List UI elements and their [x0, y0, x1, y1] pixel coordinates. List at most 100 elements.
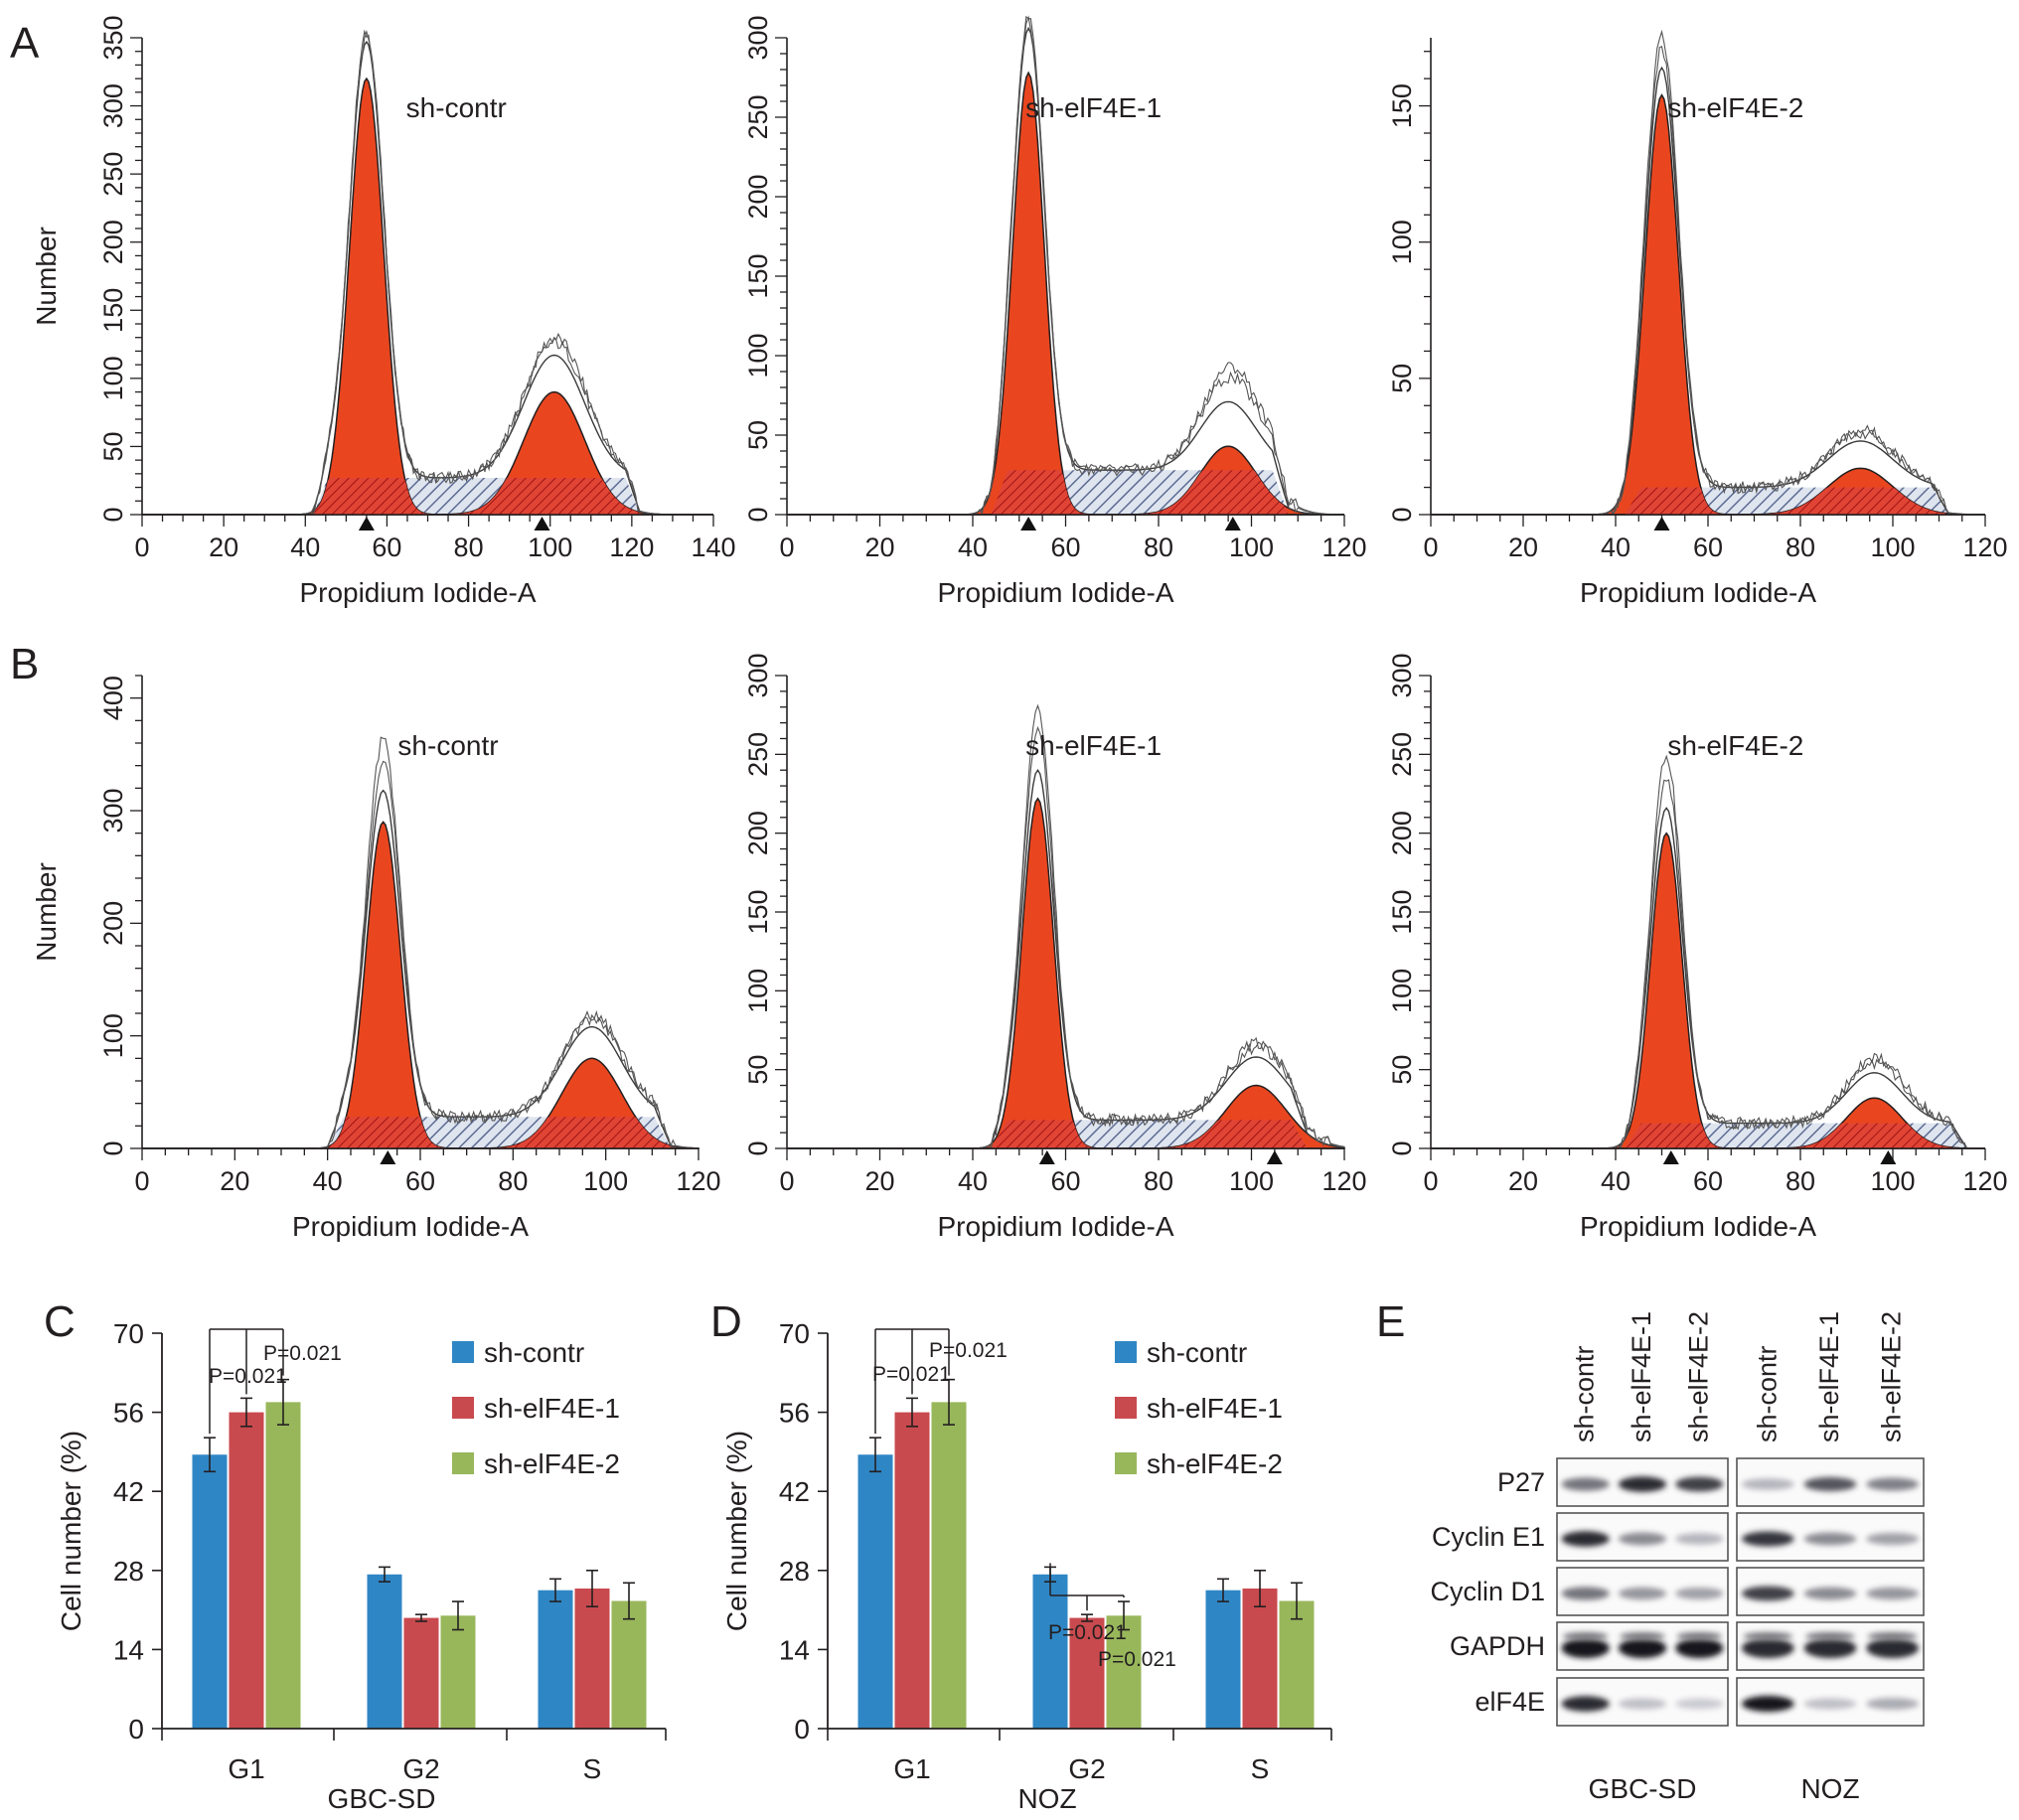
category-label: G1 — [228, 1753, 264, 1784]
blot-band — [1561, 1531, 1610, 1547]
blot-panel-elF4E — [1736, 1677, 1925, 1727]
bar-S-sh-elF4E-2 — [611, 1600, 647, 1729]
blot-row-label: P27 — [1497, 1467, 1545, 1497]
x-tick-label: 60 — [1050, 1166, 1080, 1196]
g2-overlap-hatch — [787, 1120, 1344, 1148]
blot-band — [1675, 1698, 1724, 1710]
x-axis-label: Propidium Iodide-A — [937, 577, 1173, 608]
lane-label: sh-elF4E-1 — [1814, 1311, 1844, 1442]
y-tick-label: 150 — [1387, 83, 1417, 128]
bar-G2-sh-elF4E-1 — [1069, 1617, 1105, 1729]
blot-group-label: GBC-SD — [1589, 1773, 1697, 1804]
y-tick-label: 70 — [113, 1318, 144, 1349]
y-axis-label: Number — [31, 862, 62, 962]
x-tick-label: 100 — [528, 532, 572, 562]
y-tick-label: 0 — [98, 507, 128, 522]
bar-S-sh-elF4E-1 — [1242, 1588, 1278, 1729]
bar-chart-c: G1 G2 S 0 14 28 42 56 70 Cell number (%) GBC-SD P=0… — [56, 1318, 667, 1814]
g1-overlap-hatch — [142, 1117, 699, 1148]
blot-band — [1675, 1587, 1724, 1600]
x-axis-label: NOZ — [1017, 1783, 1076, 1814]
x-tick-label: 80 — [1144, 1166, 1173, 1196]
legend-label: sh-elF4E-2 — [484, 1448, 620, 1479]
x-axis-label: Propidium Iodide-A — [292, 1211, 529, 1242]
blot-band — [1743, 1632, 1793, 1640]
x-tick-label: 140 — [691, 532, 735, 562]
blot-band — [1803, 1698, 1857, 1710]
x-tick-label: 0 — [779, 1166, 794, 1196]
y-tick-label: 250 — [98, 152, 128, 197]
legend-label: sh-elF4E-1 — [1147, 1393, 1283, 1424]
p-value-label: P=0.021 — [209, 1365, 287, 1388]
y-tick-label: 150 — [98, 288, 128, 333]
y-tick-label: 150 — [1387, 889, 1417, 934]
y-tick-label: 14 — [779, 1634, 810, 1665]
y-tick-label: 100 — [98, 1013, 128, 1058]
y-tick-label: 300 — [98, 83, 128, 128]
blot-band — [1803, 1638, 1857, 1658]
x-tick-label: 120 — [1962, 532, 2007, 562]
y-tick-label: 250 — [743, 94, 773, 139]
g1-overlap-hatch — [1431, 1123, 1985, 1148]
p-value-label: P=0.021 — [929, 1339, 1008, 1362]
blot-band — [1561, 1477, 1610, 1491]
panel-label-e: E — [1376, 1297, 1405, 1346]
bar-G1-sh-contr — [857, 1454, 893, 1729]
y-tick-label: 400 — [98, 676, 128, 720]
bar-G2-sh-elF4E-2 — [440, 1615, 476, 1729]
legend-swatch-sh-elF4E-1 — [1115, 1397, 1137, 1419]
y-tick-label: 28 — [779, 1556, 810, 1587]
legend-swatch-sh-elF4E-2 — [1115, 1452, 1137, 1474]
lane-label: sh-elF4E-1 — [1627, 1311, 1656, 1442]
histogram-A1: 0 20 40 60 80 100 120 140 0 50 100 150 200 250 300 350 P… — [31, 15, 736, 608]
blot-group-label: NOZ — [1800, 1773, 1859, 1804]
peak-marker — [380, 1150, 396, 1164]
legend-label: sh-contr — [484, 1337, 584, 1368]
g1-overlap-hatch — [787, 1120, 1344, 1148]
x-axis-label: Propidium Iodide-A — [1580, 1211, 1816, 1242]
y-tick-label: 0 — [1387, 507, 1417, 522]
histogram-B2: 0 20 40 60 80 100 120 0 50 100 150 200 250 300 Propidi… — [743, 653, 1367, 1242]
histogram-B1: 0 20 40 60 80 100 120 0 100 200 300 400 Propidium Io… — [31, 675, 721, 1242]
panel-label-c: C — [44, 1297, 76, 1346]
g2-overlap-hatch — [787, 470, 1344, 515]
g1-peak — [1431, 832, 1985, 1149]
y-tick-label: 0 — [1387, 1140, 1417, 1155]
category-label: G2 — [402, 1753, 439, 1784]
y-tick-label: 100 — [743, 969, 773, 1013]
y-tick-label: 50 — [1387, 1055, 1417, 1085]
x-tick-label: 120 — [1962, 1166, 2007, 1196]
bar-G1-sh-elF4E-2 — [265, 1402, 301, 1729]
x-tick-label: 80 — [1786, 532, 1815, 562]
x-tick-label: 0 — [134, 1166, 149, 1196]
g1-overlap-hatch — [1431, 487, 1985, 515]
x-tick-label: 100 — [1870, 532, 1915, 562]
histogram-B3: 0 20 40 60 80 100 120 0 50 100 150 200 250 300 Propidi… — [1387, 653, 2008, 1242]
y-tick-label: 200 — [98, 220, 128, 264]
western-blot-layer: sh-contr sh-elF4E-1 sh-elF4E-2 GBC-SD sh-con… — [1430, 1311, 1925, 1804]
y-tick-label: 250 — [743, 732, 773, 777]
panel-label-a: A — [10, 19, 40, 68]
bar-G1-sh-elF4E-1 — [894, 1412, 930, 1729]
bar-S-sh-contr — [538, 1590, 573, 1729]
legend-label: sh-elF4E-2 — [1147, 1448, 1283, 1479]
x-axis-label: Propidium Iodide-A — [937, 1211, 1173, 1242]
y-axis-label: Cell number (%) — [56, 1431, 86, 1631]
y-tick-label: 300 — [743, 15, 773, 60]
x-tick-label: 100 — [1229, 1166, 1274, 1196]
g2-overlap-hatch — [142, 478, 713, 515]
y-tick-label: 0 — [743, 507, 773, 522]
y-tick-label: 14 — [113, 1634, 144, 1665]
blot-band — [1742, 1531, 1794, 1547]
blot-band — [1675, 1638, 1724, 1658]
y-tick-label: 42 — [113, 1476, 144, 1507]
x-tick-label: 100 — [1229, 532, 1274, 562]
blot-panel-GAPDH — [1736, 1621, 1925, 1671]
blot-panel-GAPDH — [1556, 1621, 1729, 1671]
blot-band — [1742, 1478, 1794, 1490]
lane-label: sh-contr — [1752, 1345, 1782, 1442]
panel-label-d: D — [710, 1297, 742, 1346]
p-value-label: P=0.021 — [263, 1342, 342, 1365]
raw-trace-1 — [1431, 754, 1985, 1149]
blot-band — [1803, 1532, 1857, 1546]
